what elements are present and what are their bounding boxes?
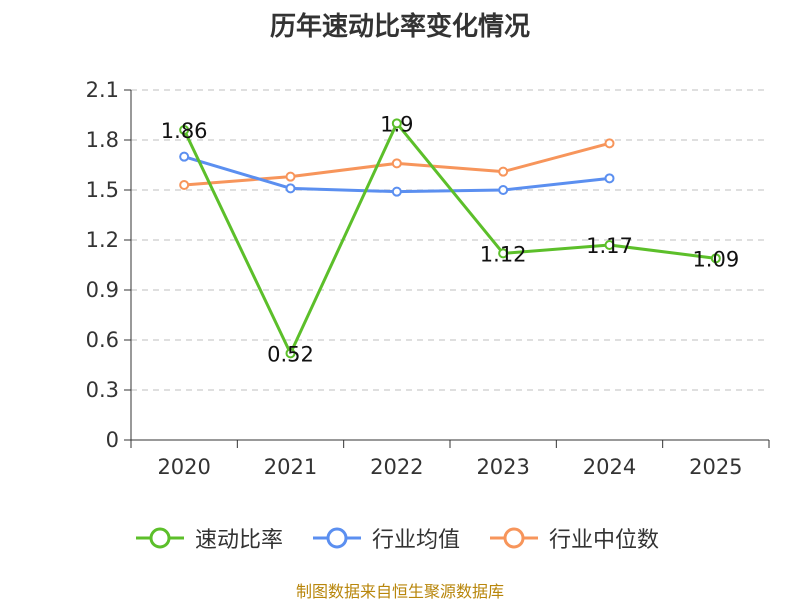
data-point: [179, 125, 190, 135]
data-point: [179, 180, 190, 190]
data-label: 1.9: [380, 112, 413, 136]
legend-marker-icon: [313, 527, 361, 549]
legend-item[interactable]: 速动比率: [135, 520, 283, 556]
series-lines: [179, 118, 721, 359]
data-label: 1.86: [161, 119, 208, 143]
legend-label: 行业均值: [372, 528, 461, 553]
x-tick-label: 2023: [476, 455, 529, 479]
legend: 速动比率 行业均值 行业中位数: [0, 520, 800, 556]
data-label: 1.09: [692, 247, 739, 271]
legend-marker-icon: [490, 527, 538, 549]
grid-lines: [131, 89, 769, 391]
x-tick-label: 2021: [264, 455, 317, 479]
legend-marker-icon: [136, 527, 184, 549]
x-tick-label: 2024: [583, 455, 636, 479]
y-tick-label: 1.2: [86, 228, 119, 252]
axes: 0 0.3 0.6 0.9 1.2 1.5 1.8 2.1 2020 2021 2022 2023 20…: [86, 78, 770, 479]
series-line: [182, 121, 717, 355]
data-label: 1.17: [586, 234, 633, 258]
y-tick-label: 0.9: [86, 278, 119, 302]
data-point: [285, 348, 296, 359]
y-tick-label: 0: [106, 428, 119, 452]
data-point: [391, 186, 402, 197]
data-point: [498, 166, 509, 177]
data-point: [604, 138, 615, 149]
data-point: [391, 158, 402, 169]
data-label: 1.12: [480, 242, 527, 266]
legend-item[interactable]: 行业均值: [312, 520, 460, 556]
data-label: 0.52: [267, 342, 314, 366]
data-point: [498, 248, 509, 259]
source-note: 制图数据来自恒生聚源数据库: [295, 582, 504, 601]
y-tick-label: 1.8: [86, 128, 119, 152]
data-point: [498, 185, 509, 195]
legend-label: 行业中位数: [549, 528, 660, 553]
y-tick-label: 0.3: [86, 378, 119, 402]
y-tick-label: 2.1: [86, 78, 119, 102]
data-point: [285, 183, 296, 194]
data-labels: 1.86 0.52 1.9 1.12 1.17 1.09: [161, 112, 739, 366]
y-tick-label: 0.6: [86, 328, 119, 352]
data-point: [604, 240, 615, 250]
x-tick-label: 2025: [689, 455, 742, 479]
data-point: [710, 253, 721, 264]
data-point: [604, 173, 615, 184]
legend-item[interactable]: 行业中位数: [489, 520, 659, 556]
data-point: [391, 118, 402, 129]
legend-label: 速动比率: [195, 528, 284, 553]
chart-title: 历年速动比率变化情况: [269, 12, 530, 42]
y-tick-label: 1.5: [86, 178, 119, 202]
x-tick-label: 2022: [370, 455, 423, 479]
data-point: [179, 151, 190, 162]
x-tick-label: 2020: [157, 455, 210, 479]
data-point: [285, 171, 296, 182]
